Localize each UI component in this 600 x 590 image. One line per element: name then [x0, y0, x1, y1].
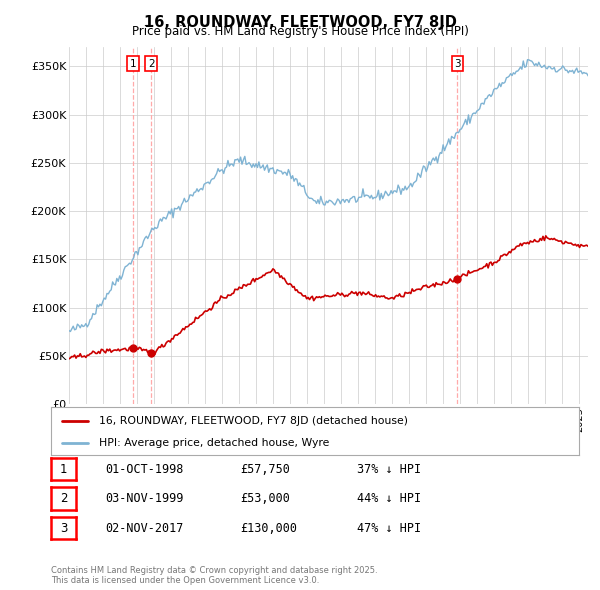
Text: 2: 2: [60, 492, 67, 505]
Text: 3: 3: [454, 58, 461, 68]
Text: 02-NOV-2017: 02-NOV-2017: [105, 522, 184, 535]
Text: 16, ROUNDWAY, FLEETWOOD, FY7 8JD: 16, ROUNDWAY, FLEETWOOD, FY7 8JD: [143, 15, 457, 30]
Text: 16, ROUNDWAY, FLEETWOOD, FY7 8JD (detached house): 16, ROUNDWAY, FLEETWOOD, FY7 8JD (detach…: [98, 415, 407, 425]
Text: £53,000: £53,000: [240, 492, 290, 505]
Text: 1: 1: [130, 58, 136, 68]
Text: Contains HM Land Registry data © Crown copyright and database right 2025.
This d: Contains HM Land Registry data © Crown c…: [51, 566, 377, 585]
Text: HPI: Average price, detached house, Wyre: HPI: Average price, detached house, Wyre: [98, 438, 329, 448]
Text: 47% ↓ HPI: 47% ↓ HPI: [357, 522, 421, 535]
Text: 01-OCT-1998: 01-OCT-1998: [105, 463, 184, 476]
Text: 37% ↓ HPI: 37% ↓ HPI: [357, 463, 421, 476]
Text: 3: 3: [60, 522, 67, 535]
Text: 2: 2: [148, 58, 155, 68]
Text: Price paid vs. HM Land Registry's House Price Index (HPI): Price paid vs. HM Land Registry's House …: [131, 25, 469, 38]
Text: £130,000: £130,000: [240, 522, 297, 535]
Text: 03-NOV-1999: 03-NOV-1999: [105, 492, 184, 505]
Text: 1: 1: [60, 463, 67, 476]
Text: £57,750: £57,750: [240, 463, 290, 476]
Text: 44% ↓ HPI: 44% ↓ HPI: [357, 492, 421, 505]
